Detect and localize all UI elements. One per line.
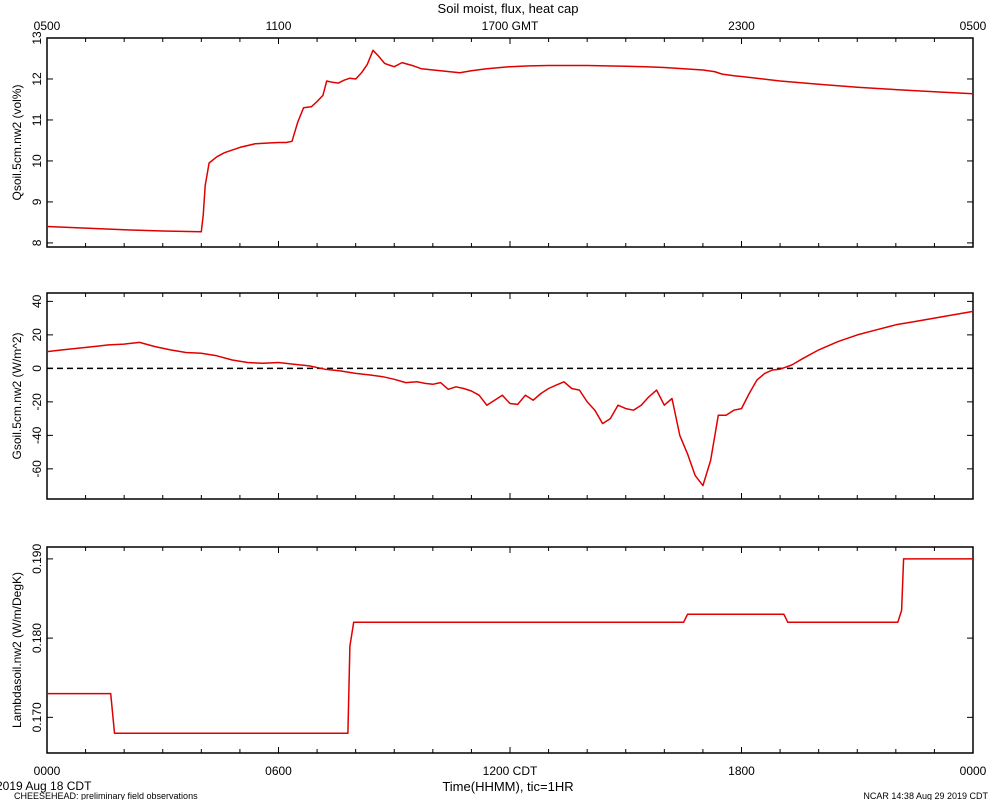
panel-2: -60 -40 -20 0 20 40 Gsoil.5cm.nw2 (W/m^2) <box>10 292 974 500</box>
y-axis-title: Lambdasoil.nw2 (W/m/DegK) <box>10 572 24 728</box>
y-axis-title: Qsoil.5cm.nw2 (vol%) <box>10 84 24 200</box>
top-x-tick-label: 0500 <box>960 19 987 33</box>
y-axis-title: Gsoil.5cm.nw2 (W/m^2) <box>10 333 24 460</box>
y-tick-label: 0 <box>30 365 44 372</box>
y-tick-label: 9 <box>30 198 44 205</box>
footer-stamp: NCAR 14:38 Aug 29 2019 CDT <box>863 791 988 800</box>
data-series-line <box>46 49 974 233</box>
top-x-tick-label: 0500 <box>34 19 61 33</box>
y-tick-label: 10 <box>30 154 44 168</box>
top-x-tick-label: 1100 <box>266 19 292 33</box>
bottom-x-tick-label: 1200 CDT <box>483 764 538 778</box>
chart-title: Soil moist, flux, heat cap <box>438 1 579 16</box>
footer-date-label: 2019 Aug 18 CDT <box>0 779 92 793</box>
bottom-x-tick-label: 0000 <box>34 764 61 778</box>
y-tick-label: -20 <box>30 393 44 411</box>
y-tick-label: 20 <box>30 328 44 342</box>
data-series-line <box>47 558 973 734</box>
y-tick-label: 0.180 <box>30 623 44 653</box>
x-axis-title: Time(HHMM), tic=1HR <box>442 779 573 794</box>
plot-frame <box>46 546 974 754</box>
bottom-x-tick-label: 0600 <box>265 764 292 778</box>
footer-project-note: CHEESEHEAD: preliminary field observatio… <box>14 791 198 800</box>
y-tick-label: 0.190 <box>30 544 44 574</box>
plot-frame <box>46 292 974 500</box>
y-tick-label: 40 <box>30 294 44 308</box>
y-tick-label: -60 <box>30 460 44 478</box>
chart-panels: 8 9 10 11 12 13 Qsoil.5cm.nw2 (vol%) -60 -40 -20 0… <box>10 19 987 778</box>
bottom-x-tick-label: 1800 <box>728 764 755 778</box>
y-tick-label: -40 <box>30 426 44 444</box>
y-tick-label: 13 <box>30 31 44 45</box>
y-tick-label: 8 <box>30 239 44 246</box>
data-series-line <box>46 310 974 487</box>
y-tick-label: 0.170 <box>30 702 44 732</box>
plot-frame <box>46 37 974 248</box>
bottom-x-tick-label: 0000 <box>960 764 987 778</box>
y-tick-label: 12 <box>30 72 44 86</box>
panel-3: 0.170 0.180 0.190 Lambdasoil.nw2 (W/m/DegK) <box>10 544 974 754</box>
panel-1: 8 9 10 11 12 13 Qsoil.5cm.nw2 (vol%) <box>10 31 974 248</box>
top-x-tick-label: 2300 <box>728 19 755 33</box>
y-tick-label: 11 <box>30 113 44 126</box>
top-x-tick-label: 1700 GMT <box>482 19 539 33</box>
